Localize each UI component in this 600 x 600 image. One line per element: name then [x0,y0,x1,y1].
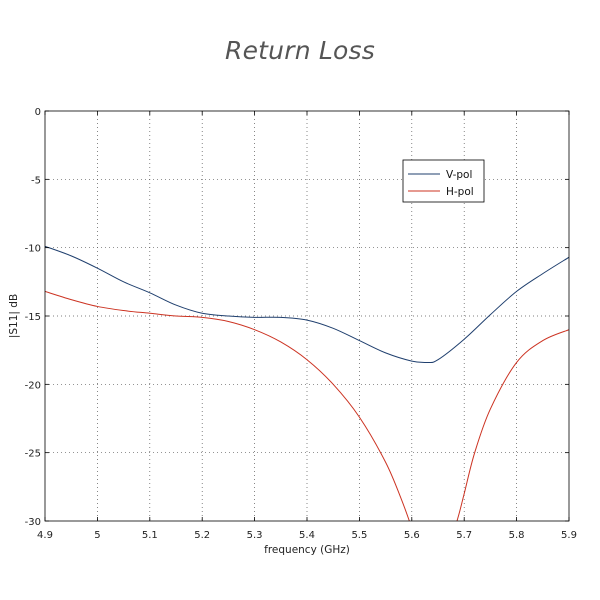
x-tick-label: 5.9 [561,530,577,541]
legend-box [402,159,485,203]
x-tick-label: 5.2 [194,530,210,541]
x-tick-label: 5.7 [456,530,472,541]
x-tick-label: 5.4 [299,530,315,541]
series-line-h-pol-part-1 [45,290,410,521]
series-line-v-pol [45,245,569,364]
legend-label-v-pol: V-pol [446,169,472,181]
y-tick-label: -5 [31,175,41,186]
x-tick-label: 5.3 [247,530,263,541]
ticks: 4.9 5 5.1 5.2 5.3 5.4 5.5 5.6 5.7 5.8 5.9 0 -5 -10 -15… [25,107,577,541]
x-tick-label: 4.9 [37,530,53,541]
series-layer [45,245,569,521]
y-axis-label: |S11| dB [8,294,20,338]
x-tick-label: 5 [94,530,100,541]
y-tick-label: -20 [25,380,41,391]
chart-title: Return Loss [225,36,375,65]
x-tick-label: 5.8 [509,530,525,541]
y-tick-label: -10 [25,244,41,255]
y-tick-label: -15 [25,312,41,323]
x-tick-label: 5.6 [404,530,420,541]
x-tick-label: 5.5 [351,530,367,541]
legend-label-h-pol: H-pol [446,186,474,198]
x-tick-label: 5.1 [142,530,158,541]
x-axis-label: frequency (GHz) [264,544,350,556]
y-tick-label: -25 [25,449,41,460]
series-line-h-pol-part-2 [456,329,569,521]
y-tick-label: 0 [35,107,41,118]
legend: V-pol H-pol [402,159,485,203]
y-tick-label: -30 [25,517,41,528]
